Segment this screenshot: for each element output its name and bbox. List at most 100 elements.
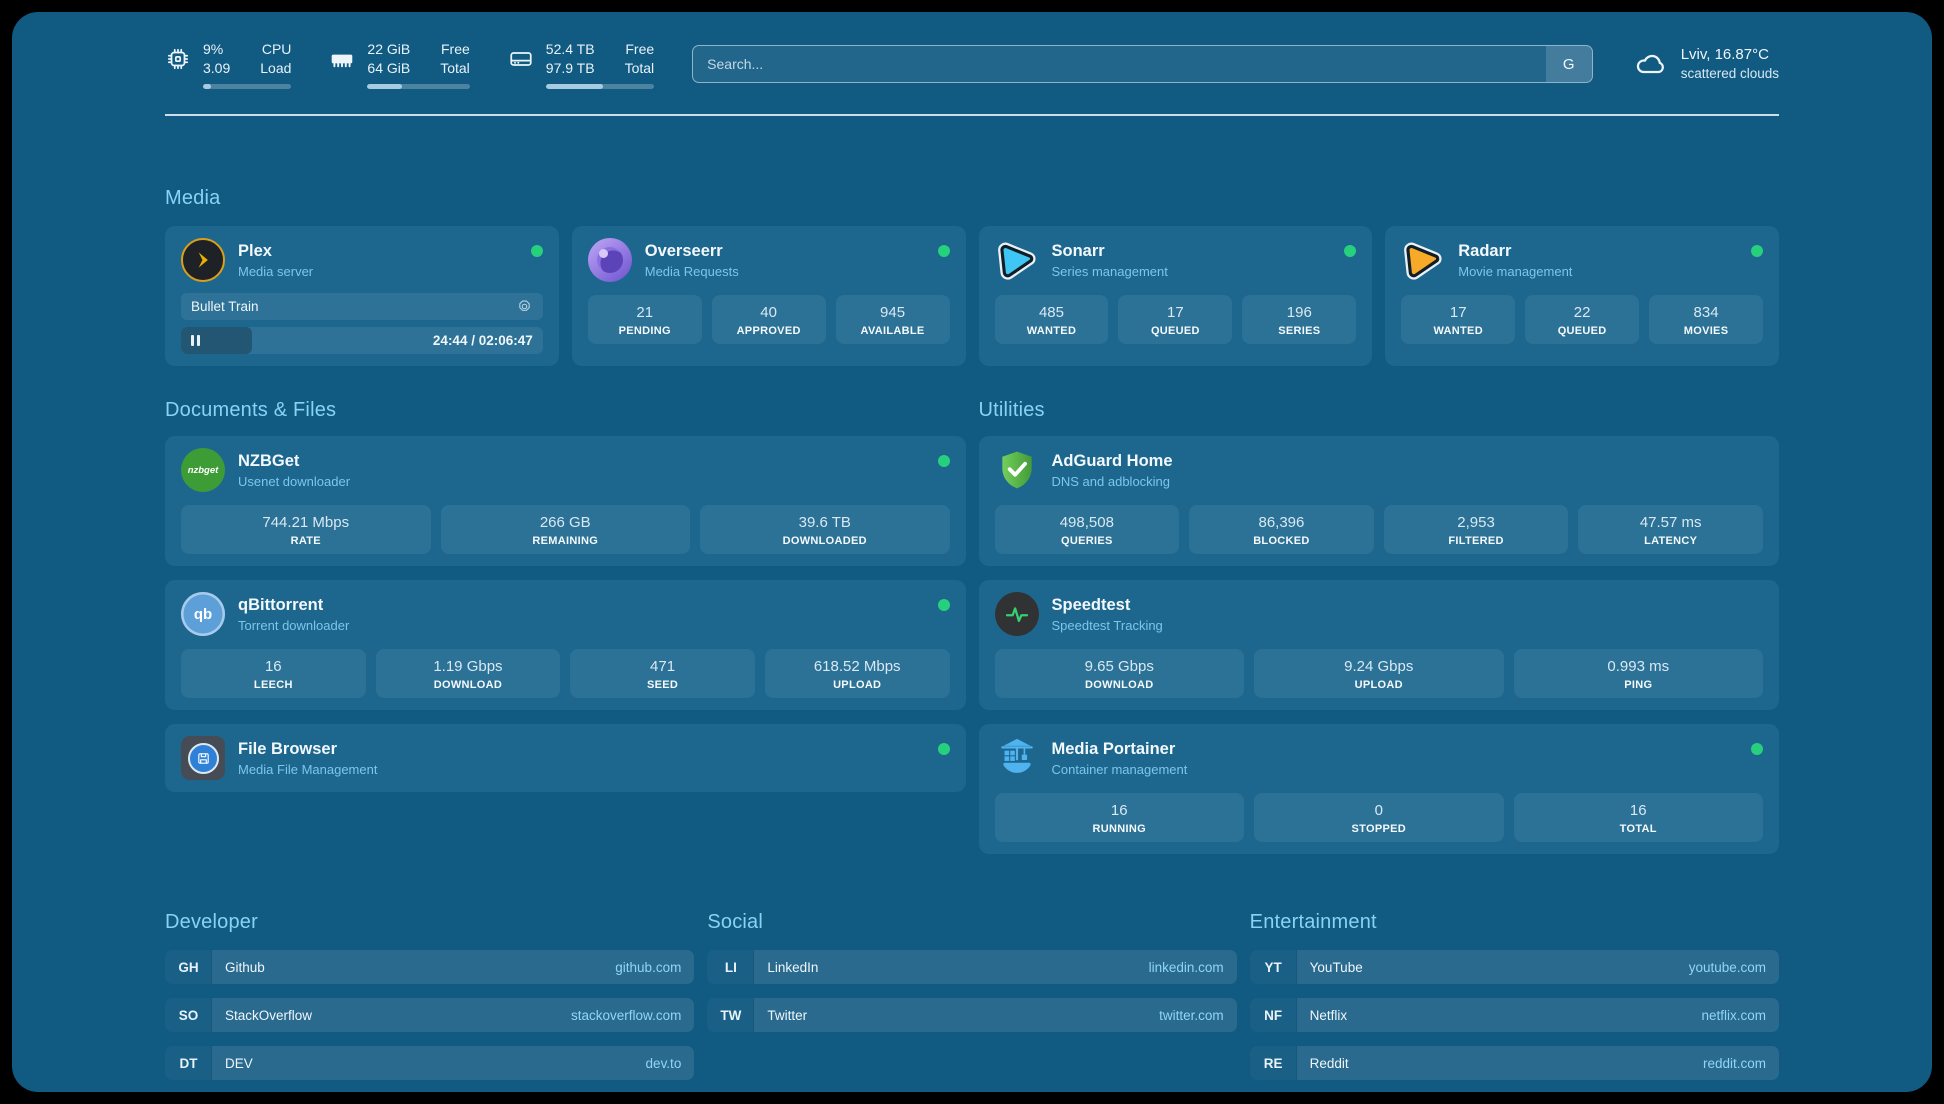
disk-progress-bar (545, 83, 655, 89)
section-title-media: Media (165, 187, 221, 209)
memory-stat: 22 GiB 64 GiB Free Total (329, 40, 470, 89)
status-badge (937, 455, 950, 467)
stat-total: 16 TOTAL (1513, 793, 1763, 842)
sonarr-icon (995, 238, 1039, 282)
plex-icon (181, 238, 225, 282)
bookmark-youtube[interactable]: YT YouTube youtube.com (1250, 950, 1779, 984)
stat-rate: 744.21 Mbps RATE (181, 505, 431, 554)
weather-location-temp: Lviv, 16.87°C (1680, 46, 1769, 63)
stat-wanted: 485 WANTED (994, 295, 1109, 344)
stat-download: 9.65 Gbps DOWNLOAD (994, 649, 1244, 698)
app-card-plex[interactable]: Plex Media server Bullet Train 24:44 (165, 226, 559, 366)
stat-blocked: 86,396 BLOCKED (1189, 505, 1374, 554)
bookmark-group-entertainment: Entertainment YT YouTube youtube.com NF N… (1250, 910, 1779, 1080)
nzbget-icon: nzbget (181, 448, 225, 492)
status-badge (1344, 245, 1357, 257)
stat-stopped: 0 STOPPED (1254, 793, 1504, 842)
stat-latency: 47.57 ms LATENCY (1578, 505, 1763, 554)
app-card-portainer[interactable]: Media Portainer Container management 16 R… (978, 724, 1779, 854)
status-badge (937, 245, 950, 257)
media-grid: Plex Media server Bullet Train 24:44 (165, 226, 1779, 366)
app-card-nzbget[interactable]: nzbget NZBGet Usenet downloader 744.21 M… (165, 436, 966, 566)
bookmark-linkedin[interactable]: LI LinkedIn linkedin.com (707, 950, 1237, 984)
section-title-social: Social (707, 911, 764, 933)
app-card-speedtest[interactable]: Speedtest Speedtest Tracking 9.65 Gbps DO… (978, 580, 1779, 710)
now-playing-title: Bullet Train (191, 299, 259, 314)
cpu-icon (165, 46, 191, 72)
status-badge (937, 743, 950, 755)
bookmark-github[interactable]: GH Github github.com (165, 950, 695, 984)
system-stats: 9% 3.09 CPU Load (165, 40, 655, 89)
stat-ping: 0.993 ms PING (1513, 649, 1763, 698)
bookmark-group-social: Social LI LinkedIn linkedin.com TW Twitte… (707, 910, 1237, 1080)
bookmark-reddit[interactable]: RE Reddit reddit.com (1250, 1046, 1779, 1080)
app-card-qbittorrent[interactable]: qb qBittorrent Torrent downloader 16 LEEC… (165, 580, 966, 710)
app-card-sonarr[interactable]: Sonarr Series management 485 WANTED 17 QUE… (978, 226, 1373, 366)
stat-queued: 22 QUEUED (1525, 295, 1640, 344)
cloud-icon (1631, 48, 1669, 80)
portainer-icon (995, 736, 1039, 780)
adguard-icon (995, 448, 1039, 492)
stat-pending: 21 PENDING (587, 295, 702, 344)
ram-icon (329, 46, 355, 72)
app-subtitle: Media server (238, 263, 314, 279)
bookmark-dev[interactable]: DT DEV dev.to (165, 1046, 695, 1080)
utilities-column: Utilities AdGuard Home (978, 398, 1779, 854)
search-engine-button[interactable]: G (1545, 46, 1592, 82)
filebrowser-icon (181, 736, 225, 780)
disk-stat: 52.4 TB 97.9 TB Free Total (508, 40, 655, 89)
search-bar: G (692, 45, 1593, 83)
qbittorrent-icon: qb (181, 592, 225, 636)
stat-filtered: 2,953 FILTERED (1383, 505, 1569, 554)
search-input[interactable] (692, 45, 1593, 83)
stat-available: 945 AVAILABLE (835, 295, 950, 344)
memory-progress-bar (367, 83, 470, 89)
stat-seed: 471 SEED (570, 649, 755, 698)
app-card-adguard[interactable]: AdGuard Home DNS and adblocking 498,508 Q… (978, 436, 1779, 566)
stat-approved: 40 APPROVED (711, 295, 826, 344)
header-divider (165, 114, 1779, 116)
session-settings-icon[interactable] (516, 298, 533, 315)
cpu-stat: 9% 3.09 CPU Load (165, 40, 292, 89)
bookmark-group-developer: Developer GH Github github.com SO StackOv… (165, 910, 695, 1080)
ram-free: 22 GiB (367, 40, 411, 57)
section-title-utilities: Utilities (978, 399, 1045, 421)
dashboard-panel: 9% 3.09 CPU Load (12, 12, 1932, 1092)
cpu-progress-bar (203, 83, 292, 89)
bookmark-stackoverflow[interactable]: SO StackOverflow stackoverflow.com (165, 998, 695, 1032)
now-playing-row: Bullet Train (181, 293, 543, 320)
disk-icon (508, 46, 534, 72)
app-card-overseerr[interactable]: Overseerr Media Requests 21 PENDING 40 APP… (571, 226, 966, 366)
stat-wanted: 17 WANTED (1401, 295, 1516, 344)
stat-leech: 16 LEECH (181, 649, 366, 698)
cpu-usage: 9% (203, 40, 224, 57)
stat-upload: 9.24 Gbps UPLOAD (1254, 649, 1504, 698)
radarr-icon (1401, 238, 1445, 282)
stat-queued: 17 QUEUED (1118, 295, 1233, 344)
weather-widget[interactable]: Lviv, 16.87°C scattered clouds (1631, 45, 1779, 83)
section-title-entertainment: Entertainment (1249, 911, 1377, 933)
stat-download: 1.19 Gbps DOWNLOAD (375, 649, 561, 698)
documents-column: Documents & Files nzbget NZBGet Usenet d… (165, 398, 966, 854)
playback-progress-bar[interactable]: 24:44 / 02:06:47 (181, 327, 543, 354)
stat-series: 196 SERIES (1242, 295, 1357, 344)
app-card-filebrowser[interactable]: File Browser Media File Management (165, 724, 966, 792)
stat-queries: 498,508 QUERIES (994, 505, 1180, 554)
disk-free: 52.4 TB (545, 40, 595, 57)
app-name: Plex (238, 241, 272, 260)
app-card-radarr[interactable]: Radarr Movie management 17 WANTED 22 QUEUE… (1385, 226, 1779, 366)
section-title-developer: Developer (165, 911, 258, 933)
cpu-load-avg: 3.09 (203, 59, 231, 76)
status-badge (1751, 743, 1763, 755)
stat-upload: 618.52 Mbps UPLOAD (764, 649, 950, 698)
stat-downloaded: 39.6 TB DOWNLOADED (700, 505, 950, 554)
section-title-documents: Documents & Files (165, 399, 337, 421)
bookmark-netflix[interactable]: NF Netflix netflix.com (1250, 998, 1779, 1032)
stat-movies: 834 MOVIES (1649, 295, 1764, 344)
stat-remaining: 266 GB REMAINING (440, 505, 690, 554)
pause-icon[interactable] (191, 335, 200, 346)
bookmark-twitter[interactable]: TW Twitter twitter.com (707, 998, 1237, 1032)
ram-total: 64 GiB (367, 59, 411, 76)
status-badge (1751, 245, 1763, 257)
playback-time: 24:44 / 02:06:47 (432, 333, 533, 348)
